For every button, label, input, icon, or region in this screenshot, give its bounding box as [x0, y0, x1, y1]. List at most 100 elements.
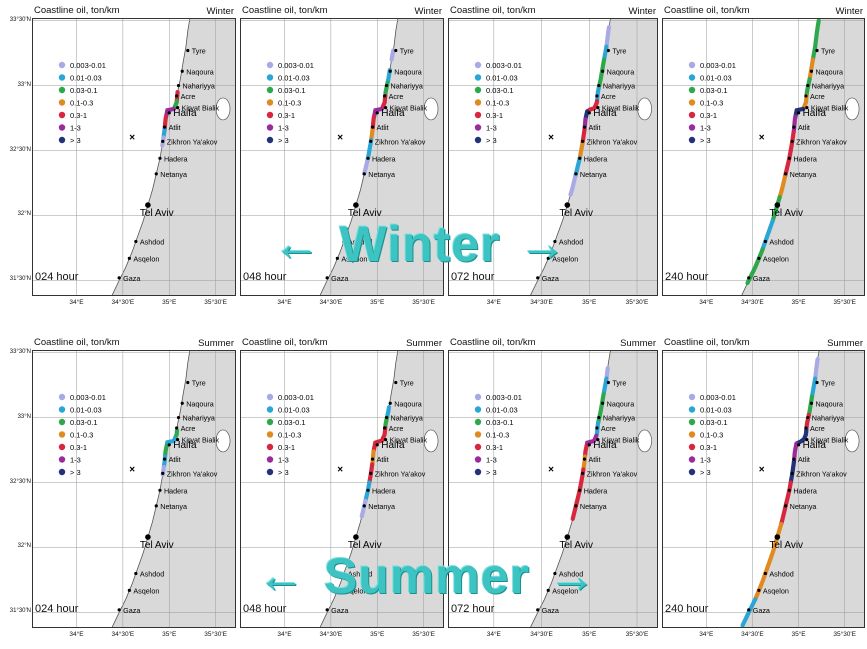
- map-frame: [240, 350, 444, 628]
- city-label: Nahariyya: [812, 82, 844, 91]
- city-dot: [578, 488, 582, 492]
- lat-tick-label: 31°30'N: [9, 608, 31, 615]
- city-dot: [362, 172, 366, 176]
- legend-swatch: [688, 124, 696, 131]
- city-dot: [158, 156, 162, 160]
- legend-swatch: [58, 468, 66, 476]
- legend-label: 0.03-0.1: [486, 86, 514, 95]
- oil-segment: [784, 480, 793, 506]
- city-label: Tel Aviv: [348, 540, 382, 551]
- panel-season: Winter: [628, 6, 656, 17]
- city-dot: [805, 106, 809, 110]
- panel-title: Coastline oil, ton/km: [242, 5, 328, 16]
- lat-tick-label: 33°N: [17, 413, 31, 420]
- city-dot: [595, 94, 599, 98]
- city-label: Zikhron Ya'akov: [375, 137, 426, 146]
- city-label: Tel Aviv: [140, 540, 174, 551]
- city-label: Naqoura: [607, 399, 635, 408]
- city-dot: [371, 125, 375, 129]
- lat-tick-label: 32°N: [17, 211, 31, 218]
- city-label: Tel Aviv: [559, 540, 593, 551]
- panel-header: Coastline oil, ton/km Summer: [448, 336, 658, 350]
- city-dot: [796, 111, 801, 115]
- city-label: Tel Aviv: [140, 208, 174, 219]
- city-label: Acre: [601, 424, 616, 433]
- city-label: Nahariyya: [391, 414, 423, 423]
- oil-segment: [804, 76, 812, 99]
- city-label: Ashdod: [348, 237, 372, 246]
- city-label: Gaza: [753, 606, 770, 615]
- lon-tick-label: 35°E: [162, 299, 177, 306]
- city-label: Hadera: [372, 486, 396, 495]
- oil-segment: [604, 24, 612, 49]
- city-label: Tyre: [821, 378, 835, 387]
- city-label: Nahariyya: [183, 82, 215, 91]
- legend-swatch: [474, 61, 482, 69]
- legend-label: > 3: [486, 136, 497, 145]
- lon-tick-label: 34°E: [486, 631, 501, 638]
- city-label: Naqoura: [394, 67, 422, 76]
- city-dot: [127, 256, 131, 260]
- city-dot: [180, 69, 184, 73]
- legend-swatch: [58, 99, 66, 106]
- legend-swatch: [688, 456, 696, 463]
- city-dot: [580, 471, 585, 476]
- city-label: Zikhron Ya'akov: [796, 469, 847, 478]
- city-label: Tyre: [821, 46, 835, 55]
- lake: [423, 97, 439, 121]
- city-dot: [815, 380, 819, 385]
- city-dot: [175, 94, 179, 98]
- legend-swatch: [266, 136, 274, 144]
- legend-label: 0.003-0.01: [70, 393, 106, 402]
- city-dot: [325, 608, 329, 612]
- city-label: Atlit: [589, 455, 601, 464]
- release-point-marker: ×: [129, 133, 135, 144]
- legend-label: 0.003-0.01: [700, 393, 736, 402]
- city-dot: [117, 276, 121, 280]
- city-label: Naqoura: [815, 67, 843, 76]
- lake: [844, 97, 860, 121]
- legend-label: 0.3-1: [278, 111, 295, 120]
- legend-swatch: [474, 393, 482, 401]
- city-dot: [161, 471, 165, 476]
- city-dot: [383, 426, 387, 430]
- city-label: Netanya: [790, 170, 817, 179]
- lon-tick-label: 35°30'E: [204, 299, 227, 306]
- panel-season: Winter: [835, 6, 863, 17]
- city-label: Gaza: [331, 274, 348, 283]
- legend-swatch: [266, 99, 274, 106]
- legend-swatch: [58, 136, 66, 144]
- legend-swatch: [266, 406, 274, 413]
- legend-swatch: [688, 86, 696, 94]
- city-dot: [596, 106, 600, 110]
- city-label: Acre: [601, 92, 616, 101]
- lon-tick-label: 35°30'E: [833, 299, 856, 306]
- lon-tick-label: 35°E: [791, 631, 806, 638]
- city-dot: [601, 401, 605, 405]
- legend-label: 1-3: [700, 123, 711, 132]
- oil-segment: [371, 436, 386, 454]
- legend-swatch: [266, 443, 274, 451]
- oil-segment: [770, 195, 782, 223]
- oil-segment: [601, 44, 609, 62]
- legend-label: 0.03-0.1: [70, 86, 98, 95]
- lon-tick-label: 34°E: [699, 631, 714, 638]
- city-label: Netanya: [790, 502, 817, 511]
- city-dot: [366, 488, 370, 492]
- legend-label: 0.003-0.01: [278, 61, 314, 70]
- lat-tick-label: 33°30'N: [9, 348, 31, 355]
- legend-swatch: [474, 406, 482, 413]
- legend-swatch: [266, 418, 274, 426]
- map-frame: [32, 350, 236, 628]
- city-label: Naqoura: [186, 399, 214, 408]
- city-label: Asqelon: [341, 254, 367, 263]
- city-label: Hadera: [164, 154, 188, 163]
- oil-segment: [810, 18, 821, 62]
- city-dot: [388, 69, 392, 73]
- oil-segment: [794, 428, 809, 446]
- city-dot: [383, 106, 388, 110]
- map-frame: [32, 18, 236, 296]
- city-label: Tyre: [192, 46, 206, 55]
- legend-swatch: [474, 74, 482, 81]
- legend-swatch: [58, 418, 66, 426]
